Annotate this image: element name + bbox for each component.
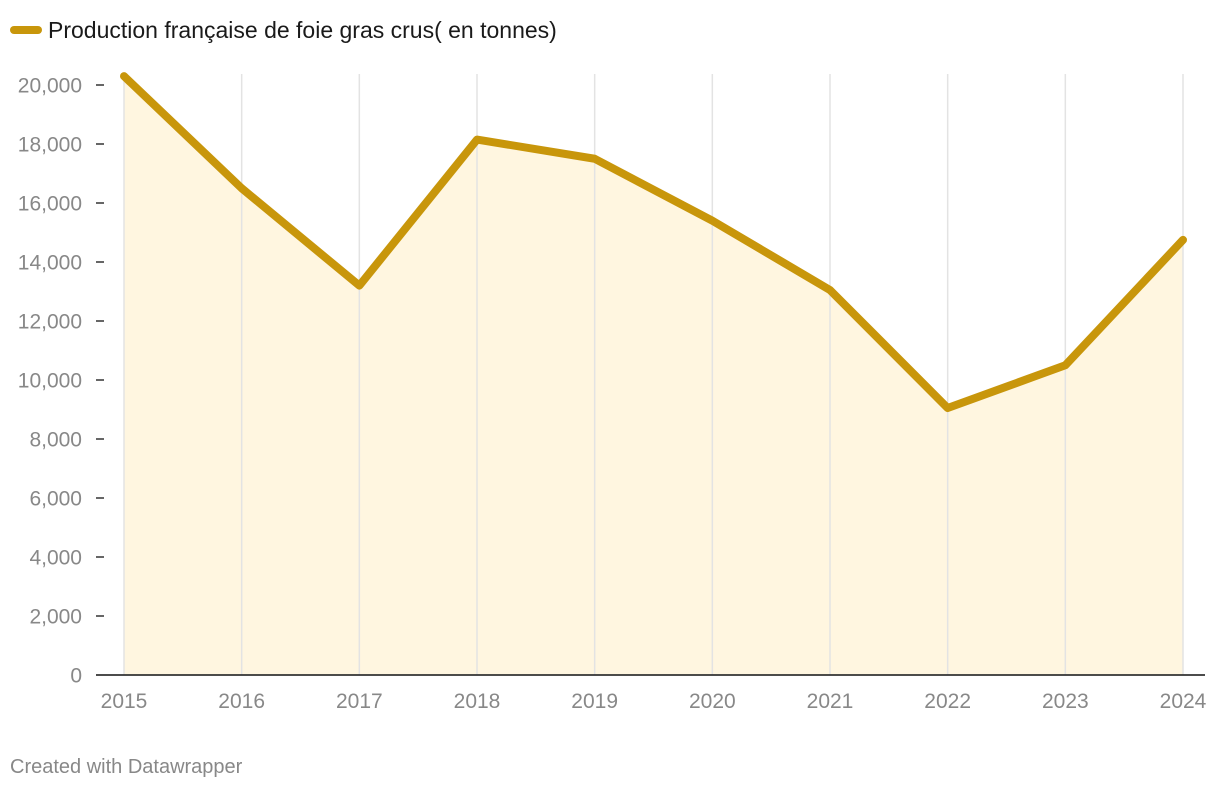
y-tick-label-18000: 18,000: [18, 134, 82, 157]
legend-label: Production française de foie gras crus( …: [48, 16, 557, 43]
x-tick-label-2015: 2015: [101, 690, 148, 713]
series-line: [120, 72, 1187, 413]
y-tick-label-14000: 14,000: [18, 252, 82, 275]
x-tick-label-2023: 2023: [1042, 690, 1089, 713]
legend-swatch: [10, 26, 42, 34]
y-tick-label-2000: 2,000: [29, 606, 82, 629]
x-tick-label-2020: 2020: [689, 690, 736, 713]
x-tick-label-2018: 2018: [454, 690, 501, 713]
y-tick-label-6000: 6,000: [29, 488, 82, 511]
x-tick-label-2021: 2021: [807, 690, 854, 713]
y-tick-label-20000: 20,000: [18, 75, 82, 98]
x-tick-label-2019: 2019: [571, 690, 618, 713]
x-tick-label-2017: 2017: [336, 690, 383, 713]
x-tick-label-2016: 2016: [218, 690, 265, 713]
y-tick-label-16000: 16,000: [18, 193, 82, 216]
footer-credit: Created with Datawrapper: [10, 756, 243, 778]
x-tick-label-2022: 2022: [924, 690, 971, 713]
y-tick-label-10000: 10,000: [18, 370, 82, 393]
y-tick-label-4000: 4,000: [29, 547, 82, 570]
y-tick-label-0: 0: [70, 665, 82, 688]
legend: Production française de foie gras crus( …: [10, 14, 557, 46]
x-tick-label-2024: 2024: [1160, 690, 1207, 713]
y-tick-label-12000: 12,000: [18, 311, 82, 334]
y-tick-label-8000: 8,000: [29, 429, 82, 452]
area-fill: [124, 76, 1183, 675]
